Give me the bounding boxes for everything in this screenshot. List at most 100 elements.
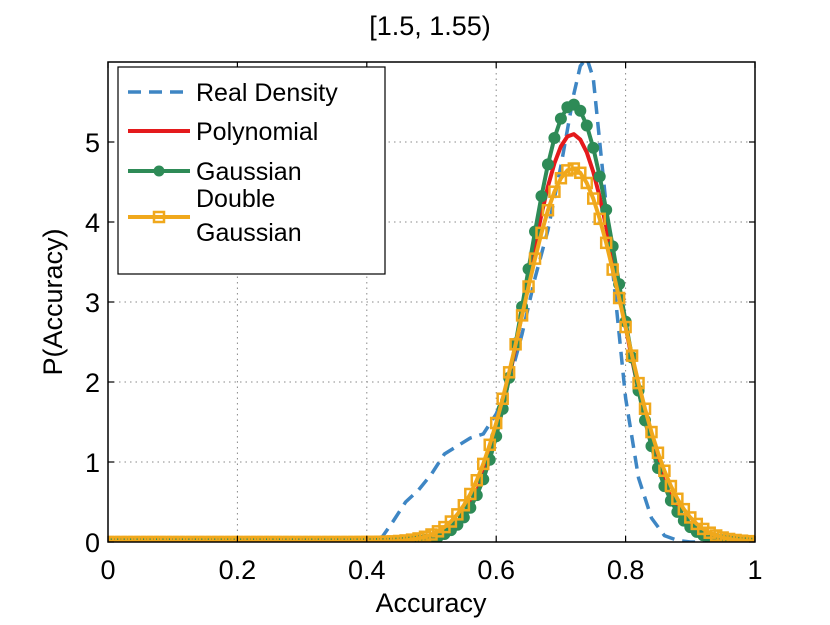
double-gaussian-marker xyxy=(606,263,619,276)
grid-lines xyxy=(108,62,755,542)
double-gaussian-marker xyxy=(108,535,121,542)
double-gaussian-marker xyxy=(496,392,509,405)
double-gaussian-marker xyxy=(263,535,276,542)
double-gaussian-marker xyxy=(218,535,231,542)
gaussian-marker xyxy=(541,158,554,171)
double-gaussian-marker xyxy=(722,532,736,542)
gaussian-marker xyxy=(554,112,567,125)
double-gaussian-marker xyxy=(185,535,199,542)
double-gaussian-marker xyxy=(541,203,555,217)
legend-label-polynomial: Polynomial xyxy=(196,118,318,146)
double-gaussian-marker xyxy=(147,535,160,542)
double-gaussian-marker xyxy=(632,376,645,390)
double-gaussian-marker xyxy=(250,535,264,542)
double-gaussian-marker xyxy=(127,535,141,542)
y-tick-label: 2 xyxy=(85,368,100,398)
y-tick-label: 3 xyxy=(85,288,100,318)
double-gaussian-marker xyxy=(515,309,529,322)
double-gaussian-marker xyxy=(709,529,723,542)
double-gaussian-marker xyxy=(580,176,594,190)
series-group xyxy=(108,62,755,542)
double-gaussian-marker xyxy=(172,535,186,542)
double-gaussian-marker xyxy=(224,535,238,542)
double-gaussian-marker xyxy=(399,534,412,542)
double-gaussian-marker xyxy=(205,535,218,542)
double-gaussian-marker xyxy=(457,499,471,512)
gaussian-marker xyxy=(548,132,561,145)
double-gaussian-marker xyxy=(444,515,458,528)
x-tick-label: 0.2 xyxy=(219,555,257,585)
gaussian-marker xyxy=(574,104,587,117)
double-gaussian-marker xyxy=(179,535,192,542)
double-gaussian-marker xyxy=(638,402,652,415)
double-gaussian-marker xyxy=(502,366,516,379)
double-gaussian-marker xyxy=(237,535,251,542)
real-density-line xyxy=(108,62,755,542)
double-gaussian-marker xyxy=(593,212,606,226)
double-gaussian-marker xyxy=(587,192,600,205)
double-gaussian-marker xyxy=(192,535,205,542)
double-gaussian-marker xyxy=(664,479,678,493)
double-gaussian-marker xyxy=(114,535,128,542)
double-gaussian-marker xyxy=(658,464,671,478)
double-gaussian-marker xyxy=(619,320,632,334)
double-gaussian-marker xyxy=(276,535,289,542)
double-gaussian-marker xyxy=(121,535,134,542)
double-gaussian-marker xyxy=(735,534,749,542)
legend-label-line: Double xyxy=(196,185,275,213)
y-tick-label: 0 xyxy=(85,528,100,558)
double-gaussian-marker xyxy=(535,226,548,240)
legend-marker-double-gaussian xyxy=(152,210,166,224)
double-gaussian-marker xyxy=(425,528,438,541)
double-gaussian-marker xyxy=(729,533,742,542)
legend-label-double-gaussian: Double Gaussian xyxy=(196,185,302,247)
x-tick-label: 1 xyxy=(747,555,762,585)
double-gaussian-marker xyxy=(574,166,587,180)
double-gaussian-marker xyxy=(211,535,225,542)
double-gaussian-marker xyxy=(405,533,419,542)
y-axis-title: P(Accuracy) xyxy=(38,228,68,375)
double-gaussian-marker xyxy=(464,487,477,501)
double-gaussian-marker xyxy=(470,474,484,487)
double-gaussian-marker xyxy=(269,535,283,542)
double-gaussian-marker xyxy=(645,425,658,439)
double-gaussian-marker xyxy=(703,526,716,539)
double-gaussian-marker xyxy=(140,535,154,542)
double-gaussian-marker xyxy=(509,338,522,351)
double-gaussian-marker xyxy=(561,164,574,177)
x-tick-label: 0.4 xyxy=(348,555,386,585)
gaussian-marker xyxy=(593,170,606,183)
double-gaussian-marker xyxy=(742,534,755,542)
legend-marker-gaussian xyxy=(153,165,165,177)
gaussian-marker xyxy=(580,119,593,132)
double-gaussian-marker xyxy=(257,535,270,542)
legend-label-gaussian: Gaussian xyxy=(196,158,302,186)
double-gaussian-marker xyxy=(625,349,639,362)
double-gaussian-marker xyxy=(677,502,691,516)
double-gaussian-line xyxy=(108,166,755,542)
y-tick-label: 5 xyxy=(85,128,100,158)
axis-ticks: 0 0.2 0.4 0.6 0.8 1 0 1 2 3 4 5 xyxy=(85,62,763,585)
legend-label-line: Gaussian xyxy=(196,219,302,247)
x-tick-label: 0.6 xyxy=(477,555,515,585)
double-gaussian-marker xyxy=(671,492,684,506)
double-gaussian-marker xyxy=(554,171,568,185)
double-gaussian-marker xyxy=(528,252,542,265)
double-gaussian-marker xyxy=(451,508,464,521)
double-gaussian-marker xyxy=(166,535,179,542)
x-axis-title: Accuracy xyxy=(375,588,487,618)
x-tick-label: 0 xyxy=(100,555,115,585)
double-gaussian-marker xyxy=(716,531,729,542)
double-gaussian-marker xyxy=(651,446,665,460)
gaussian-marker xyxy=(535,190,548,203)
double-gaussian-marker xyxy=(522,280,535,293)
double-gaussian-marker xyxy=(548,185,561,198)
y-tick-label: 1 xyxy=(85,448,100,478)
double-gaussian-marker xyxy=(134,535,147,542)
x-tick-label: 0.8 xyxy=(607,555,645,585)
double-gaussian-marker xyxy=(483,438,496,452)
double-gaussian-marker xyxy=(599,236,613,250)
y-tick-label: 4 xyxy=(85,208,100,238)
